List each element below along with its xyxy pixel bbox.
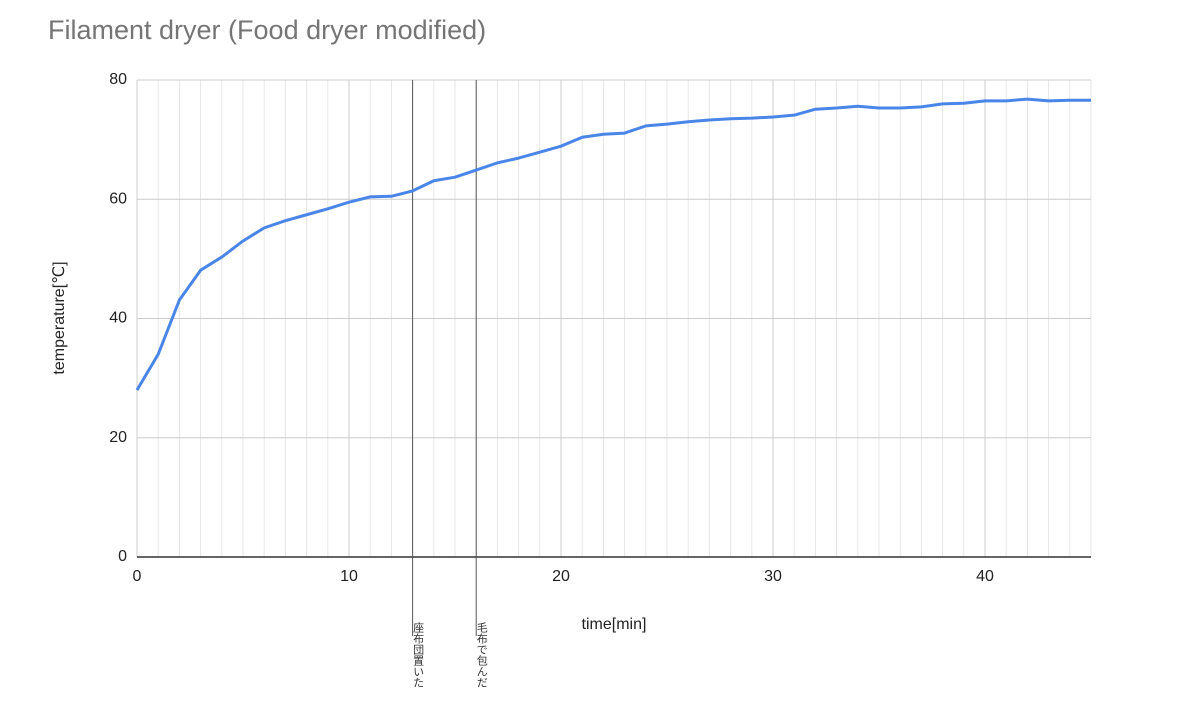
x-axis-label: time[min] <box>582 616 647 633</box>
x-tick-label: 20 <box>552 568 570 585</box>
x-tick-label: 30 <box>764 568 782 585</box>
y-tick-label: 0 <box>118 548 127 565</box>
chart-title: Filament dryer (Food dryer modified) <box>48 15 486 45</box>
annotation-text: 座布団置いた <box>412 621 425 688</box>
annotation-text: 毛布で包んだ <box>475 622 488 688</box>
x-tick-label: 0 <box>133 568 142 585</box>
x-tick-label: 40 <box>976 568 994 585</box>
y-axis-label: temperature[℃] <box>51 261 68 374</box>
y-tick-label: 40 <box>109 310 127 327</box>
y-tick-label: 20 <box>109 429 127 446</box>
y-tick-label: 80 <box>109 71 127 88</box>
y-tick-label: 60 <box>109 190 127 207</box>
x-tick-label: 10 <box>340 568 358 585</box>
data-line <box>135 97 1091 391</box>
